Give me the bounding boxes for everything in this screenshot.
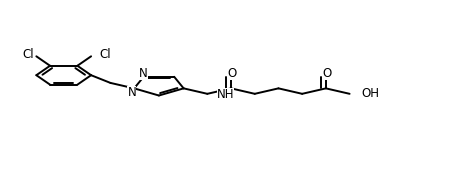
Text: Cl: Cl [100,48,111,61]
Text: NH: NH [217,88,234,101]
Text: Cl: Cl [22,48,34,61]
Text: OH: OH [361,87,379,100]
Text: N: N [127,86,136,99]
Text: N: N [139,67,148,80]
Text: O: O [228,67,237,80]
Text: O: O [323,67,332,80]
